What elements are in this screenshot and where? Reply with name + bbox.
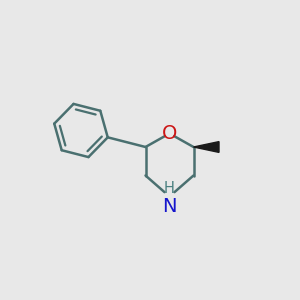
- Text: O: O: [162, 124, 177, 143]
- Text: H: H: [164, 181, 175, 196]
- Text: N: N: [162, 197, 177, 216]
- Polygon shape: [194, 142, 219, 152]
